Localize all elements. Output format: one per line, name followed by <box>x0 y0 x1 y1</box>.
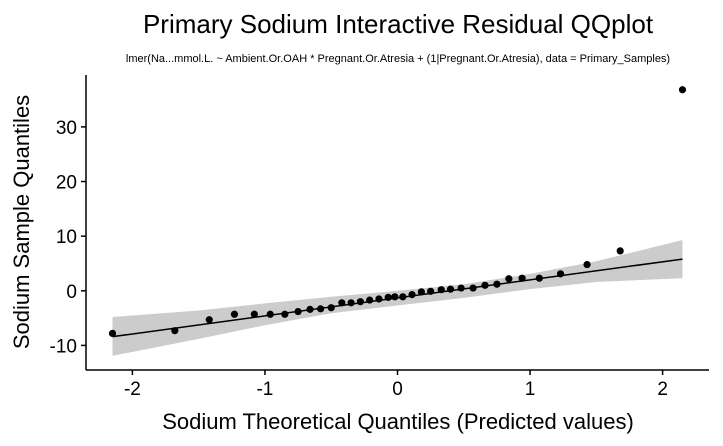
x-axis-ticks: -2 -1 0 1 2 <box>124 370 668 400</box>
data-point <box>583 260 591 269</box>
data-point <box>306 305 314 313</box>
data-point <box>427 287 435 295</box>
data-point <box>205 316 213 324</box>
chart-title: Primary Sodium Interactive Residual QQpl… <box>143 9 654 39</box>
data-point <box>281 310 289 318</box>
data-point <box>266 310 274 318</box>
data-point <box>493 280 501 288</box>
y-tick-label: 30 <box>56 118 77 139</box>
data-point <box>171 327 179 335</box>
data-point <box>384 293 392 301</box>
data-point <box>356 298 364 306</box>
data-point <box>457 284 465 292</box>
data-point <box>408 291 416 299</box>
data-point <box>417 288 425 296</box>
x-tick-label: 0 <box>392 379 403 400</box>
data-point <box>108 329 117 337</box>
x-axis-title: Sodium Theoretical Quantiles (Predicted … <box>162 409 634 434</box>
data-point <box>338 299 346 307</box>
points-layer <box>108 86 687 337</box>
y-tick-label: 10 <box>56 227 77 248</box>
data-point <box>437 286 445 294</box>
data-point <box>469 284 477 292</box>
y-axis-title: Sodium Sample Quantiles <box>9 95 34 349</box>
x-tick-label: -1 <box>256 379 273 400</box>
data-point <box>317 305 325 313</box>
data-point <box>678 86 687 94</box>
y-tick-label: 20 <box>56 173 77 194</box>
data-point <box>230 310 239 318</box>
data-point <box>446 285 455 293</box>
data-point <box>505 275 513 283</box>
x-tick-label: -2 <box>124 379 141 400</box>
data-point <box>616 247 624 255</box>
y-tick-label: -10 <box>50 336 77 357</box>
data-point <box>556 270 565 278</box>
data-point <box>518 274 526 282</box>
data-point <box>294 307 302 316</box>
data-point <box>399 293 407 301</box>
chart-subtitle: lmer(Na...mmol.L. ~ Ambient.Or.OAH * Pre… <box>126 53 670 65</box>
y-axis-ticks: -10 0 10 20 30 <box>50 118 86 357</box>
x-tick-label: 2 <box>657 379 668 400</box>
data-point <box>535 274 543 282</box>
data-point <box>347 299 355 307</box>
data-point <box>481 281 489 289</box>
x-tick-label: 1 <box>525 379 536 400</box>
data-point <box>375 295 383 303</box>
data-point <box>391 293 399 301</box>
y-tick-label: 0 <box>66 282 77 303</box>
data-point <box>250 310 258 318</box>
data-point <box>327 304 335 312</box>
data-point <box>366 296 374 304</box>
